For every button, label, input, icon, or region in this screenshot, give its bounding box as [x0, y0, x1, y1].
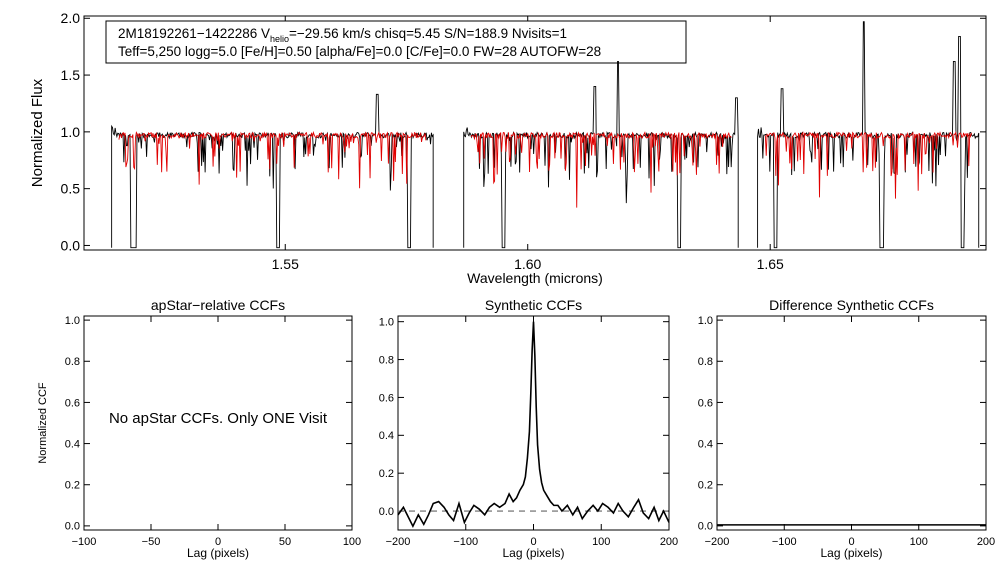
x-tick-label: 50 [279, 536, 291, 548]
header-line-1: 2M18192261−1422286 Vhelio=−29.56 km/s ch… [118, 26, 567, 44]
x-tick-label: 1.65 [757, 256, 784, 272]
header-line-2: Teff=5,250 logg=5.0 [Fe/H]=0.50 [alpha/F… [118, 44, 601, 59]
header-info-box: 2M18192261−1422286 Vhelio=−29.56 km/s ch… [105, 20, 687, 64]
x-axis-label: Lag (pixels) [187, 546, 249, 560]
y-tick-label: 0.8 [698, 356, 713, 368]
y-tick-label: 0.0 [65, 521, 80, 533]
y-tick-label: 0.4 [698, 438, 713, 450]
x-tick-label: 100 [910, 536, 928, 548]
y-tick-label: 0.2 [379, 468, 394, 480]
y-tick-label: 0.8 [379, 354, 394, 366]
header-frame [105, 20, 687, 64]
apstar_ccf-axes: −100 −50 0 50 100 0.0 0.2 0.4 0.6 0.8 1.0 apStar−re… [37, 297, 361, 560]
x-tick-label: 1.60 [514, 256, 541, 272]
y-tick-label: 0.4 [379, 430, 394, 442]
synthetic-ccf-line [397, 321, 670, 529]
spectrum-frame [83, 15, 987, 251]
header-stats: =−29.56 km/s chisq=5.45 S/N=188.9 Nvisit… [289, 26, 567, 41]
model-spectrum-line [118, 130, 972, 208]
synthetic_ccf-frame [397, 315, 670, 531]
y-tick-label: 1.5 [61, 67, 81, 83]
y-tick-label: 0.0 [61, 237, 81, 253]
x-tick-label: −100 [72, 536, 97, 548]
x-tick-label: 0 [848, 536, 854, 548]
x-axis-label: Wavelength (microns) [467, 270, 603, 286]
y-axis-label: Normalized CCF [37, 382, 49, 464]
y-tick-label: 0.6 [65, 397, 80, 409]
x-tick-label: 0 [530, 536, 536, 548]
header-star-id: 2M18192261−1422286 V [118, 26, 270, 41]
y-tick-label: 0.6 [379, 392, 394, 404]
x-tick-label: −200 [705, 536, 730, 548]
y-tick-label: 1.0 [379, 317, 394, 329]
x-tick-label: −100 [453, 536, 478, 548]
y-tick-label: 0.6 [698, 397, 713, 409]
diff_ccf-axes: −200 −100 0 100 200 0.0 0.2 0.4 0.6 0.8 1.0 Differe… [698, 297, 995, 560]
x-tick-label: 200 [977, 536, 995, 548]
diff_ccf-frame [716, 315, 987, 531]
y-tick-label: 1.0 [61, 124, 81, 140]
y-tick-label: 0.0 [379, 506, 394, 518]
x-tick-label: 0 [215, 536, 221, 548]
y-tick-label: 0.2 [698, 480, 713, 492]
spectrum-axes: 1.55 1.60 1.65 0.0 0.5 1.0 1.5 2.0 Wavelength (m… [29, 10, 987, 286]
panel-title: Difference Synthetic CCFs [769, 297, 934, 313]
x-tick-label: −100 [772, 536, 797, 548]
x-tick-label: −200 [386, 536, 411, 548]
x-tick-label: 100 [343, 536, 361, 548]
synthetic_ccf-axes: −200 −100 0 100 200 0.0 0.2 0.4 0.6 0.8 1.0 Synthet… [379, 297, 678, 560]
x-tick-label: −50 [142, 536, 161, 548]
y-tick-label: 2.0 [61, 10, 81, 26]
x-tick-label: 100 [592, 536, 610, 548]
y-tick-label: 0.8 [65, 356, 80, 368]
x-tick-label: 200 [660, 536, 678, 548]
header-subscript: helio [270, 34, 289, 44]
x-axis-label: Lag (pixels) [820, 546, 882, 560]
y-tick-label: 0.4 [65, 438, 80, 450]
y-tick-label: 0.2 [65, 480, 80, 492]
y-axis-label: Normalized Flux [29, 78, 46, 187]
y-tick-label: 0.0 [698, 521, 713, 533]
y-tick-label: 1.0 [65, 315, 80, 327]
y-tick-label: 1.0 [698, 315, 713, 327]
panel-title: Synthetic CCFs [485, 297, 582, 313]
y-tick-label: 0.5 [61, 181, 81, 197]
panel-title: apStar−relative CCFs [151, 297, 285, 313]
x-tick-label: 1.55 [272, 256, 299, 272]
x-axis-label: Lag (pixels) [502, 546, 564, 560]
no-ccf-annotation: No apStar CCFs. Only ONE Visit [109, 410, 328, 427]
